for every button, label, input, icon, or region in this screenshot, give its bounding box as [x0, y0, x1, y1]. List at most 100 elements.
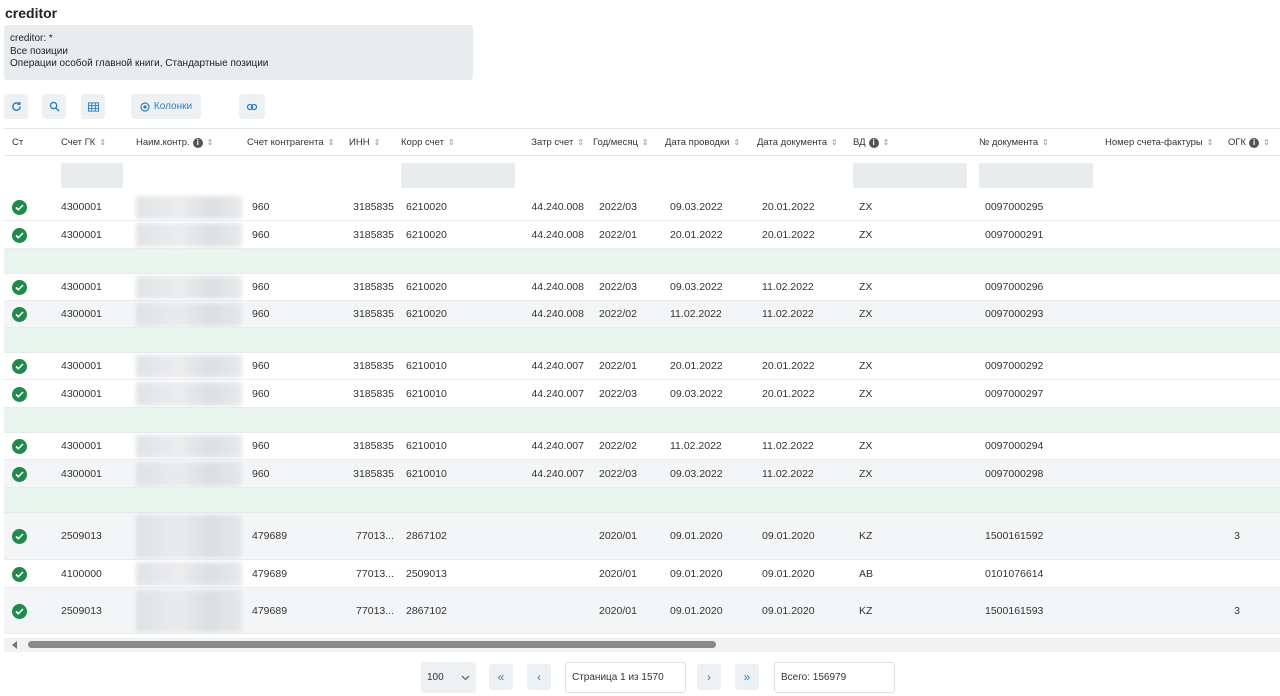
last-page-button[interactable]: » — [735, 664, 759, 690]
cell-cp: 960 — [252, 387, 270, 400]
table-row[interactable]: 2509013 479689 77013... 2867102 2020/01 09.01… — [4, 513, 1280, 560]
counterparty-name-redacted — [136, 355, 242, 378]
columns-button[interactable]: Колонки — [131, 94, 201, 119]
col-header-doc[interactable]: Дата документа ⇕ — [757, 129, 838, 156]
status-ok-icon — [12, 467, 27, 482]
cell-post: 09.01.2020 — [670, 604, 723, 617]
filter-input-corr[interactable] — [401, 163, 515, 188]
horizontal-scrollbar[interactable] — [4, 638, 1280, 652]
table-row[interactable]: 4300001 960 3185835 6210010 44.240.007 2022/0… — [4, 353, 1280, 380]
cell-gl: 4300001 — [61, 308, 102, 320]
sort-icon: ⇕ — [206, 138, 214, 147]
table-view-button[interactable] — [81, 94, 105, 119]
cell-corr: 6210020 — [406, 201, 447, 213]
col-header-cost[interactable]: Затр счет ⇕ — [504, 129, 584, 156]
cell-corr: 6210010 — [406, 440, 447, 452]
table-row[interactable]: 4300001 960 3185835 6210020 44.240.008 2022/0… — [4, 301, 1280, 328]
filter-summary: creditor: * Все позиции Операции особой … — [4, 25, 473, 80]
filter-input-vd[interactable] — [853, 163, 967, 188]
cell-vd: KZ — [859, 604, 873, 617]
table-row[interactable]: 4300001 960 3185835 6210020 44.240.008 2022/0… — [4, 274, 1280, 301]
col-vd-label: ВД — [853, 137, 866, 148]
page-size-value: 100 — [427, 672, 444, 683]
refresh-button[interactable] — [4, 94, 28, 119]
cell-docno: 0097000293 — [985, 308, 1044, 320]
status-ok-icon — [12, 567, 27, 582]
col-header-name[interactable]: Наим.контр. i ⇕ — [136, 129, 213, 156]
col-header-inn[interactable]: ИНН ⇕ — [349, 129, 380, 156]
grid-header: Ст Счет ГК ⇕ Наим.контр. i ⇕ Счет контраген… — [4, 129, 1280, 156]
cell-cp: 960 — [252, 440, 270, 452]
col-header-ogk[interactable]: ОГК i ⇕ — [1228, 129, 1270, 156]
cell-ogk — [1226, 274, 1240, 300]
cell-doc: 20.01.2022 — [762, 228, 815, 241]
cell-ogk: 3 — [1234, 604, 1240, 617]
table-row[interactable]: 4300001 960 3185835 6210010 44.240.007 2022/0… — [4, 460, 1280, 488]
scroll-left-icon[interactable] — [12, 641, 17, 649]
info-icon[interactable]: i — [1249, 137, 1260, 148]
table-row[interactable]: 4100000 479689 77013... 2509013 2020/01 09.01… — [4, 560, 1280, 588]
table-row[interactable]: 4300001 960 3185835 6210020 44.240.008 2022/0… — [4, 221, 1280, 249]
col-post-label: Дата проводки — [665, 137, 730, 148]
group-separator-row — [4, 488, 1280, 513]
col-header-st[interactable]: Ст — [12, 129, 23, 156]
cell-ym: 2022/01 — [599, 228, 637, 241]
info-icon[interactable]: i — [868, 137, 879, 148]
cell-ogk — [1226, 221, 1240, 248]
cell-cp: 960 — [252, 360, 270, 372]
col-header-post[interactable]: Дата проводки ⇕ — [665, 129, 740, 156]
cell-inn: 77013... — [356, 530, 394, 542]
refresh-icon — [11, 101, 21, 111]
col-header-gl[interactable]: Счет ГК ⇕ — [61, 129, 106, 156]
status-ok-icon — [12, 439, 27, 454]
cell-cp: 960 — [252, 308, 270, 320]
link-button[interactable] — [239, 94, 265, 119]
cell-post: 09.01.2020 — [670, 530, 723, 542]
col-cost-label: Затр счет — [531, 137, 574, 148]
prev-page-button[interactable]: ‹ — [527, 664, 551, 690]
cell-cp: 960 — [252, 467, 270, 480]
filter-input-gl[interactable] — [61, 163, 123, 188]
col-header-docno[interactable]: № документа ⇕ — [979, 129, 1049, 156]
col-corr-label: Корр счет — [401, 137, 444, 148]
cell-post: 20.01.2022 — [670, 360, 723, 372]
cell-cost — [504, 560, 584, 587]
col-header-corr[interactable]: Корр счет ⇕ — [401, 129, 455, 156]
table-row[interactable]: 4300001 960 3185835 6210020 44.240.008 2022/0… — [4, 194, 1280, 221]
page-size-select[interactable]: 100 — [421, 662, 476, 693]
page-indicator: Страница 1 из 1570 — [565, 662, 686, 693]
col-header-inv[interactable]: Номер счета-фактуры ⇕ — [1105, 129, 1213, 156]
first-page-button[interactable]: « — [489, 664, 513, 690]
cell-gl: 2509013 — [61, 530, 102, 542]
status-ok-icon — [12, 228, 27, 243]
col-header-cp[interactable]: Счет контрагента ⇕ — [247, 129, 334, 156]
filter-input-docno[interactable] — [979, 163, 1093, 188]
counterparty-name-redacted — [136, 196, 242, 219]
chevron-down-icon — [461, 675, 470, 680]
col-header-ym[interactable]: Год/месяц ⇕ — [593, 129, 649, 156]
info-icon[interactable]: i — [192, 137, 203, 148]
next-page-button[interactable]: › — [697, 664, 721, 690]
cell-cost: 44.240.008 — [531, 281, 584, 293]
cell-vd: ZX — [859, 201, 873, 213]
table-row[interactable]: 2509013 479689 77013... 2867102 2020/01 09.01… — [4, 588, 1280, 634]
page-title: creditor — [5, 5, 58, 21]
col-docno-label: № документа — [979, 137, 1039, 148]
cell-ogk — [1226, 194, 1240, 220]
cell-docno: 0097000294 — [985, 440, 1044, 452]
col-header-vd[interactable]: ВД i ⇕ — [853, 129, 889, 156]
cell-ym: 2022/03 — [599, 467, 637, 480]
cell-ym: 2022/03 — [599, 387, 637, 400]
table-row[interactable]: 4300001 960 3185835 6210010 44.240.007 2022/0… — [4, 380, 1280, 408]
cell-doc: 20.01.2022 — [762, 201, 815, 213]
cell-docno: 0097000292 — [985, 360, 1044, 372]
filter-line-creditor: creditor: * — [10, 33, 53, 44]
toolbar: Колонки — [4, 94, 304, 119]
search-button[interactable] — [42, 94, 66, 119]
cell-corr: 6210020 — [406, 308, 447, 320]
table-row[interactable]: 4300001 960 3185835 6210010 44.240.007 2022/0… — [4, 433, 1280, 460]
sort-icon: ⇕ — [1042, 138, 1049, 147]
cell-cp: 960 — [252, 281, 270, 293]
scrollbar-thumb[interactable] — [28, 641, 716, 648]
counterparty-name-redacted — [136, 303, 242, 326]
